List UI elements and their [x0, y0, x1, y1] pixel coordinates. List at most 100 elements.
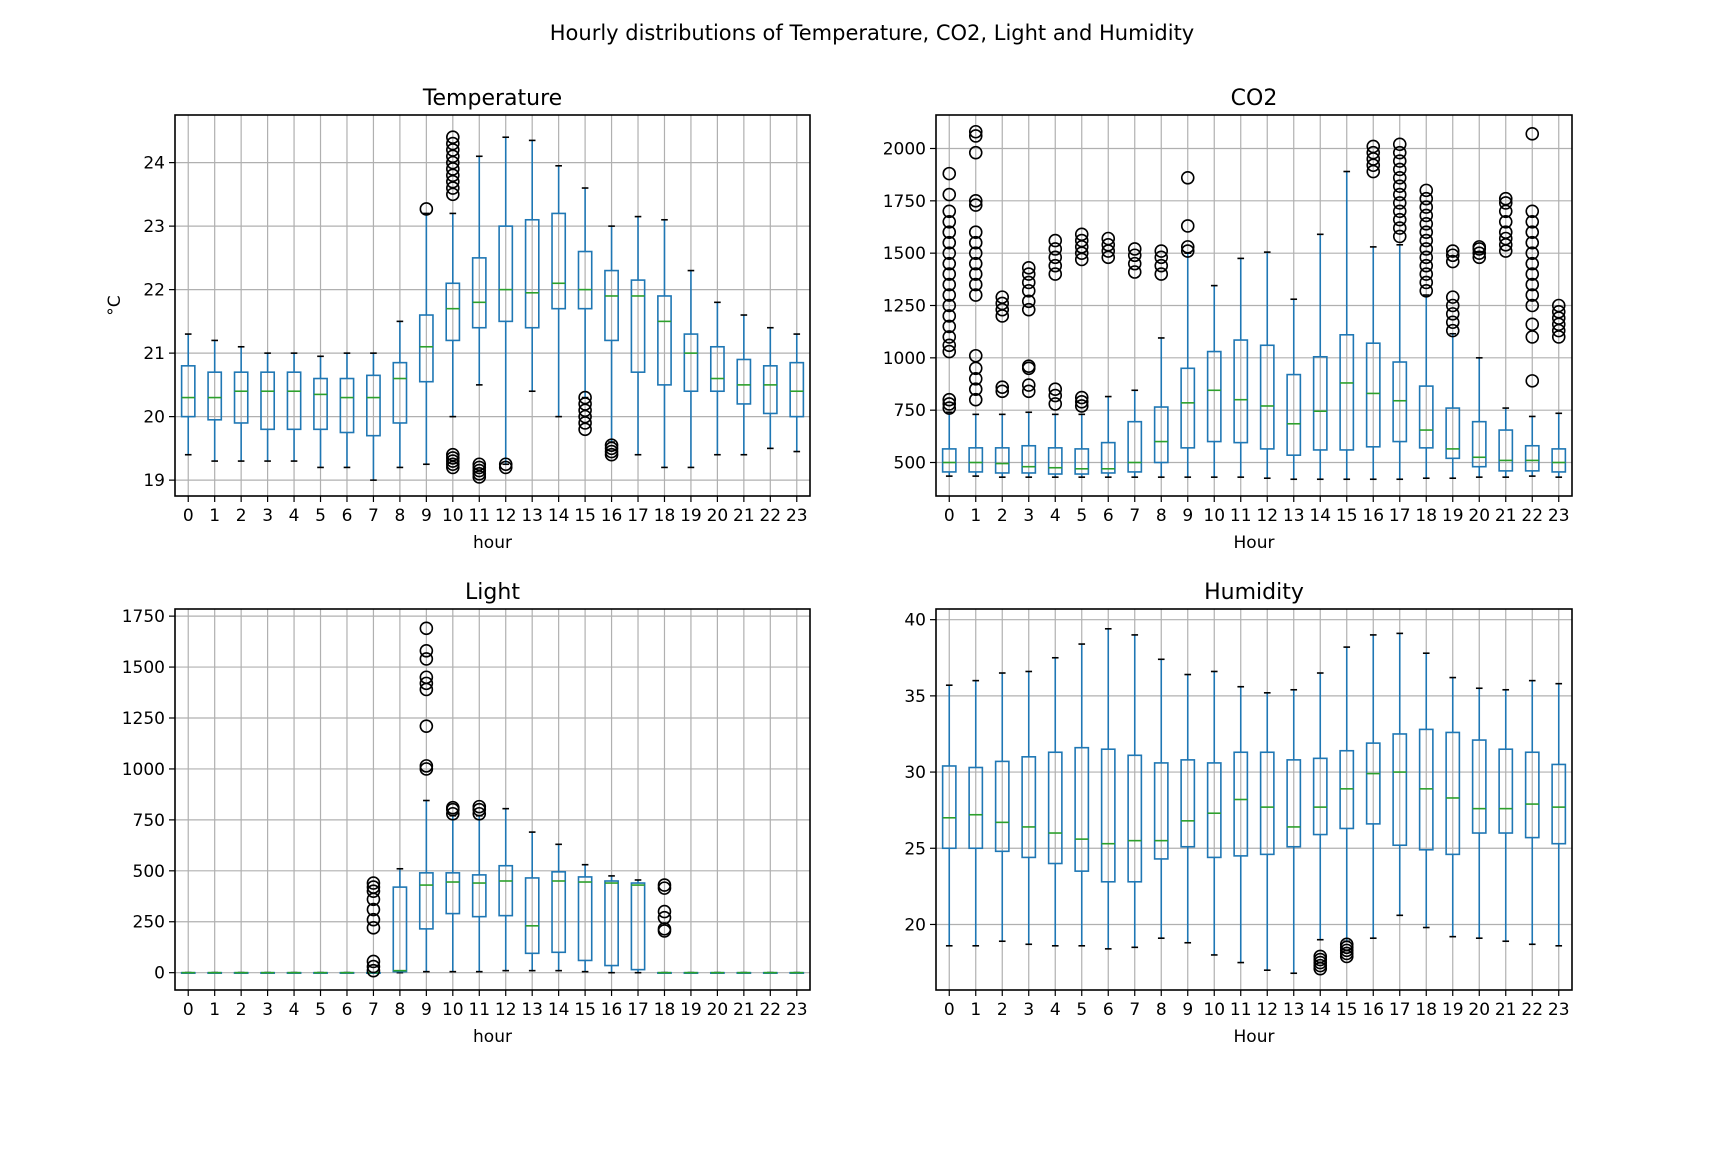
outlier-point: [1392, 229, 1407, 244]
x-tick-label: 22: [1521, 1000, 1543, 1020]
x-tick-label: 18: [654, 506, 676, 526]
y-tick-label: 2000: [883, 139, 926, 159]
iqr-box: [1498, 748, 1514, 834]
x-tick-label: 17: [1389, 506, 1411, 526]
iqr-box: [1021, 444, 1037, 474]
box-hour-15: [577, 863, 593, 973]
box-hour-1: [207, 339, 223, 462]
outlier-point: [419, 202, 434, 216]
box-hour-9: [1180, 171, 1196, 478]
x-tick-label: 14: [1309, 506, 1331, 526]
outlier-point: [1048, 382, 1063, 397]
x-tick-label: 7: [1129, 1000, 1140, 1020]
iqr-box: [1153, 406, 1169, 464]
outlier-point: [1021, 284, 1036, 298]
x-tick-label: 21: [733, 506, 755, 526]
box-hour-2: [994, 672, 1010, 943]
x-tick-label: 20: [707, 506, 729, 526]
outlier-point: [968, 235, 983, 250]
iqr-box: [471, 257, 487, 329]
outlier-point: [419, 643, 434, 658]
x-axis-label: hour: [473, 533, 512, 553]
x-tick-label: 8: [394, 1000, 405, 1020]
iqr-box: [1392, 733, 1408, 847]
outlier-point: [1445, 315, 1460, 330]
box-hour-23: [1551, 298, 1567, 478]
iqr-box: [207, 371, 223, 421]
outlier-point: [1419, 267, 1434, 281]
box-hour-4: [286, 352, 302, 462]
outlier-point: [1392, 137, 1407, 152]
x-tick-label: 2: [997, 506, 1008, 526]
box-hour-10: [445, 800, 461, 973]
iqr-box: [709, 345, 725, 393]
box-hour-21: [1498, 191, 1514, 478]
x-tick-label: 18: [654, 1000, 676, 1020]
box-hour-6: [339, 971, 355, 974]
iqr-box: [1233, 339, 1249, 444]
iqr-box: [339, 377, 355, 434]
outlier-point: [1498, 225, 1513, 240]
y-tick-label: 40: [904, 611, 926, 631]
box-hour-23: [789, 333, 805, 453]
iqr-box: [1100, 441, 1116, 474]
y-tick-label: 35: [904, 687, 926, 707]
y-tick-label: 750: [133, 811, 165, 831]
outlier-point: [1445, 254, 1460, 269]
x-tick-label: 6: [1103, 506, 1114, 526]
box-hour-15: [577, 187, 593, 437]
x-axis-label: Hour: [1234, 533, 1275, 553]
outlier-point: [366, 902, 381, 917]
box-hour-13: [524, 139, 540, 393]
outlier-point: [1445, 244, 1460, 258]
x-tick-label: 22: [759, 506, 781, 526]
x-tick-label: 1: [209, 506, 220, 526]
x-tick-label: 0: [183, 1000, 194, 1020]
outlier-point: [1154, 250, 1169, 265]
iqr-box: [1259, 344, 1275, 450]
iqr-box: [630, 882, 646, 971]
box-hour-5: [313, 355, 328, 469]
outlier-point: [1021, 275, 1036, 290]
outlier-point: [1392, 187, 1407, 202]
iqr-box: [683, 333, 699, 393]
box-hour-4: [1047, 656, 1063, 947]
x-tick-label: 11: [1230, 506, 1252, 526]
outlier-point: [419, 719, 434, 733]
outlier-point: [1419, 275, 1434, 290]
axes-frame: [935, 608, 1573, 991]
outlier-point: [1021, 359, 1036, 374]
outlier-point: [1419, 208, 1434, 223]
outlier-point: [1074, 227, 1089, 242]
iqr-box: [1524, 751, 1540, 839]
outlier-point: [968, 392, 983, 407]
outlier-point: [942, 298, 957, 313]
iqr-box: [941, 765, 957, 850]
outlier-point: [1392, 204, 1407, 219]
box-hour-13: [1286, 688, 1302, 975]
box-hour-23: [789, 971, 805, 974]
y-tick-label: 1250: [883, 297, 926, 317]
box-hour-19: [683, 971, 699, 974]
box-hour-21: [736, 971, 752, 974]
outlier-point: [1419, 183, 1434, 198]
box-hour-21: [1498, 688, 1514, 943]
outlier-point: [1419, 191, 1434, 206]
iqr-box: [313, 377, 328, 431]
x-tick-label: 16: [1362, 506, 1384, 526]
outlier-point: [419, 759, 434, 773]
x-tick-label: 12: [1256, 506, 1278, 526]
iqr-box: [1365, 342, 1381, 448]
iqr-box: [418, 872, 434, 930]
iqr-box: [762, 365, 778, 415]
iqr-box: [657, 295, 672, 386]
x-tick-label: 10: [1203, 1000, 1225, 1020]
box-hour-8: [1153, 244, 1169, 478]
outlier-point: [1551, 298, 1566, 313]
box-hour-8: [1153, 658, 1169, 939]
x-tick-label: 0: [944, 1000, 955, 1020]
x-tick-label: 17: [627, 1000, 649, 1020]
iqr-box: [1206, 762, 1222, 859]
x-tick-label: 6: [1103, 1000, 1114, 1020]
